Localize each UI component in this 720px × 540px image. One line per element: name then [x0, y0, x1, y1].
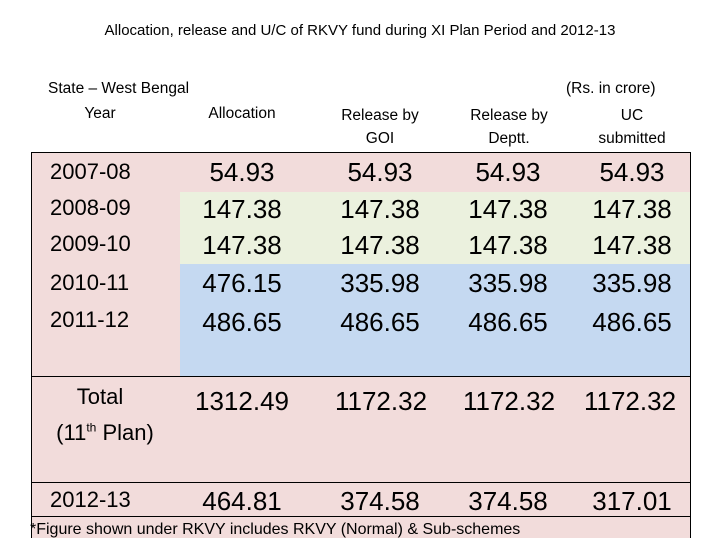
- state-label: State – West Bengal: [48, 80, 190, 97]
- left-border: [31, 152, 32, 538]
- cell-2012-release-goi: 374.58: [340, 486, 420, 516]
- cell-2012-uc: 317.01: [592, 486, 672, 516]
- cell-2012-allocation: 464.81: [202, 486, 282, 516]
- year-label: 2008-09: [50, 195, 131, 220]
- cell-allocation: 147.38: [202, 230, 282, 260]
- right-border: [690, 152, 691, 538]
- cell-release-deptt: 147.38: [468, 194, 548, 224]
- data-row1-panel: [180, 152, 690, 192]
- cell-allocation: 147.38: [202, 194, 282, 224]
- slide-title: Allocation, release and U/C of RKVY fund…: [104, 22, 616, 39]
- total-plan-sup: th: [86, 420, 97, 435]
- cell-uc: 147.38: [592, 194, 672, 224]
- header-release-deptt-line2: Deptt.: [488, 130, 530, 147]
- cell-release-goi: 147.38: [340, 194, 420, 224]
- header-uc-line1: UC: [620, 107, 644, 124]
- total-plan-label: (11th Plan): [40, 413, 170, 453]
- total-allocation: 1312.49: [195, 386, 289, 416]
- year-label: 2009-10: [50, 231, 131, 256]
- cell-release-goi: 335.98: [340, 268, 420, 298]
- cell-release-goi: 147.38: [340, 230, 420, 260]
- cell-release-deptt: 54.93: [475, 157, 541, 187]
- total-plan-pre: (11: [56, 420, 87, 445]
- total-row-panel: [180, 376, 690, 482]
- divider-before-footnote: [31, 516, 691, 517]
- units-label: (Rs. in crore): [566, 80, 656, 97]
- top-border: [31, 152, 691, 153]
- total-label: Total: [76, 384, 124, 409]
- header-release-goi: Release by GOI: [315, 104, 445, 150]
- header-year: Year: [84, 105, 116, 122]
- cell-release-goi: 486.65: [340, 307, 420, 337]
- row-2012-panel: [180, 482, 690, 538]
- cell-uc: 486.65: [592, 307, 672, 337]
- cell-release-goi: 54.93: [347, 157, 413, 187]
- header-release-deptt-line1: Release by: [470, 107, 548, 124]
- year-label: 2011-12: [50, 307, 130, 332]
- cell-allocation: 476.15: [202, 268, 282, 298]
- cell-allocation: 54.93: [209, 157, 275, 187]
- cell-2012-release-deptt: 374.58: [468, 486, 548, 516]
- data-row2-3-panel: [180, 192, 690, 264]
- footnote: *Figure shown under RKVY includes RKVY (…: [30, 521, 521, 538]
- year-label-2012: 2012-13: [50, 487, 131, 512]
- divider-before-total: [31, 376, 691, 377]
- data-row4-plus-panel: [180, 264, 690, 376]
- year-label: 2007-08: [50, 159, 131, 184]
- header-uc: UC submitted: [572, 104, 692, 150]
- header-release-goi-line1: Release by: [341, 107, 419, 124]
- cell-release-deptt: 335.98: [468, 268, 548, 298]
- header-release-deptt: Release by Deptt.: [444, 104, 574, 150]
- header-uc-line2: submitted: [598, 130, 666, 147]
- year-label: 2010-11: [50, 270, 130, 295]
- total-plan-post: Plan): [96, 420, 154, 445]
- cell-uc: 147.38: [592, 230, 672, 260]
- header-allocation: Allocation: [208, 105, 276, 122]
- cell-release-deptt: 147.38: [468, 230, 548, 260]
- year-column-panel: [32, 152, 180, 538]
- total-release-deptt: 1172.32: [462, 386, 556, 416]
- total-uc: 1172.32: [583, 386, 677, 416]
- header-release-goi-line2: GOI: [365, 130, 395, 147]
- cell-release-deptt: 486.65: [468, 307, 548, 337]
- total-release-goi: 1172.32: [334, 386, 428, 416]
- cell-allocation: 486.65: [202, 307, 282, 337]
- cell-uc: 335.98: [592, 268, 672, 298]
- cell-uc: 54.93: [599, 157, 665, 187]
- divider-before-2012: [31, 482, 691, 483]
